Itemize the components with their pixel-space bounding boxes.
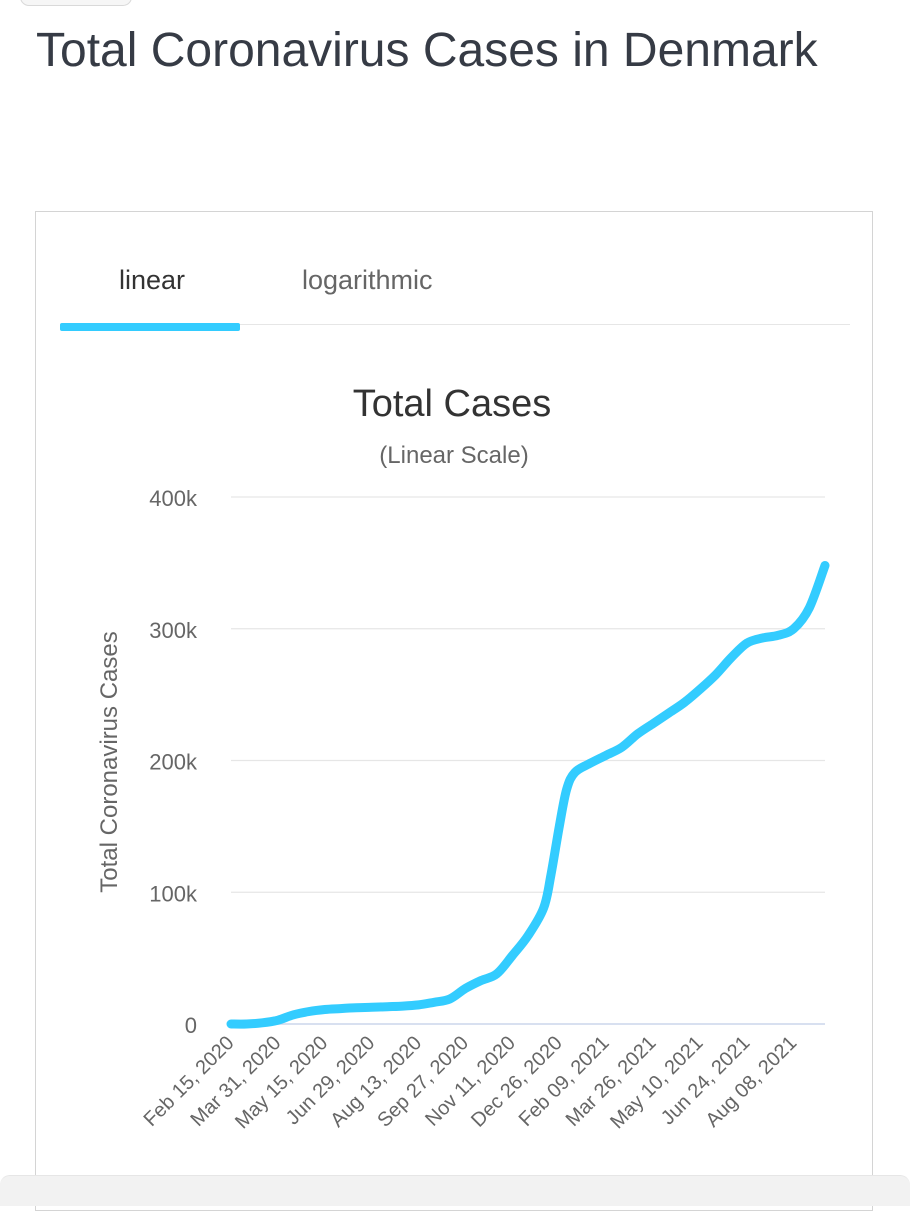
data-point <box>697 686 703 692</box>
tab-logarithmic[interactable]: logarithmic <box>302 265 433 295</box>
data-point <box>744 640 750 646</box>
data-point <box>291 1012 297 1018</box>
y-tick-label: 100k <box>149 881 198 906</box>
tab-linear[interactable]: linear <box>119 265 186 295</box>
data-point <box>306 1009 312 1015</box>
data-point <box>259 1020 265 1026</box>
y-tick-label: 400k <box>149 486 198 511</box>
data-point <box>806 605 812 611</box>
data-point <box>822 563 828 569</box>
data-point <box>463 985 469 991</box>
data-point <box>447 996 453 1002</box>
data-point <box>556 823 562 829</box>
data-point <box>775 632 781 638</box>
data-point <box>713 672 719 678</box>
y-axis-label: Total Coronavirus Cases <box>96 631 123 892</box>
data-point <box>541 905 547 911</box>
data-point <box>650 721 656 727</box>
data-point <box>416 1002 422 1008</box>
bottom-bar <box>0 1175 910 1206</box>
y-tick-label: 0 <box>185 1013 197 1038</box>
data-point <box>572 769 578 775</box>
data-point <box>619 744 625 750</box>
data-point <box>791 626 797 632</box>
data-point <box>666 710 672 716</box>
page-title: Total Coronavirus Cases in Denmark <box>36 24 818 77</box>
active-tab-indicator <box>60 323 240 331</box>
data-point <box>400 1003 406 1009</box>
data-point <box>494 971 500 977</box>
data-point <box>353 1005 359 1011</box>
data-point <box>548 872 554 878</box>
series-line <box>226 561 830 1029</box>
data-point <box>728 655 734 661</box>
chart-title: Total Cases <box>353 383 552 425</box>
data-point <box>588 760 594 766</box>
data-point <box>760 635 766 641</box>
data-point <box>228 1021 234 1027</box>
y-tick-label: 200k <box>149 750 198 775</box>
data-point <box>478 978 484 984</box>
data-point <box>509 953 515 959</box>
data-point <box>244 1021 250 1027</box>
data-point <box>525 933 531 939</box>
chart-subtitle: (Linear Scale) <box>379 442 528 469</box>
data-point <box>369 1004 375 1010</box>
data-point <box>681 700 687 706</box>
chart-card <box>35 211 873 1211</box>
data-point <box>384 1004 390 1010</box>
data-point <box>431 999 437 1005</box>
tab-divider <box>60 324 850 325</box>
y-tick-label: 300k <box>149 618 198 643</box>
data-point <box>564 787 570 793</box>
data-point <box>634 731 640 737</box>
data-point <box>322 1007 328 1013</box>
data-point <box>603 752 609 758</box>
data-point <box>275 1017 281 1023</box>
data-point <box>337 1006 343 1012</box>
